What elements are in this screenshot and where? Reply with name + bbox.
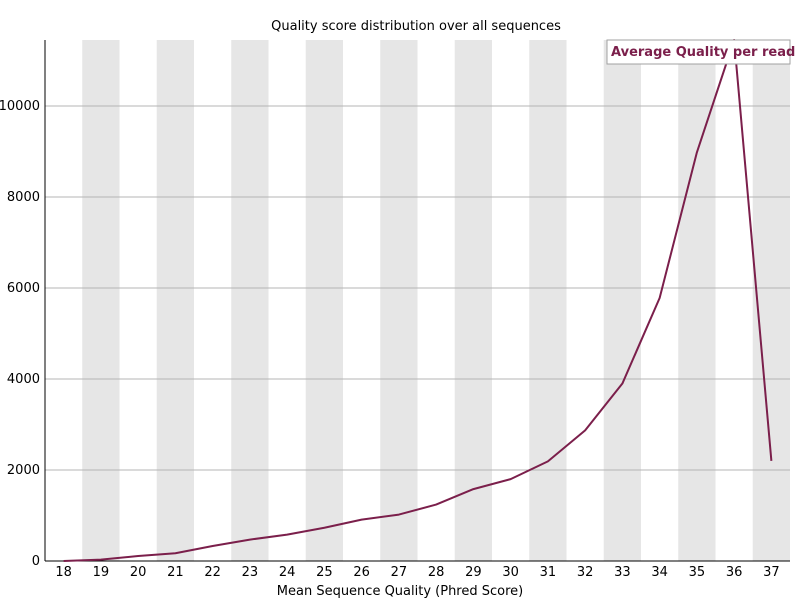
- x-tick-34: 34: [651, 565, 668, 580]
- x-tick-22: 22: [204, 565, 221, 580]
- x-tick-33: 33: [614, 565, 631, 580]
- x-tick-27: 27: [391, 565, 408, 580]
- band-21: [156, 40, 194, 561]
- legend-box: [606, 39, 791, 65]
- band-25: [305, 40, 343, 561]
- x-axis-label: Mean Sequence Quality (Phred Score): [277, 584, 523, 599]
- series-lines: [63, 39, 773, 562]
- x-tick-26: 26: [353, 565, 370, 580]
- x-tick-21: 21: [167, 565, 184, 580]
- x-tick-20: 20: [130, 565, 147, 580]
- x-tick-19: 19: [93, 565, 110, 580]
- legend-entry: Average Quality per read: [611, 45, 795, 60]
- band-31: [529, 40, 567, 561]
- y-tick-2000: 2000: [7, 463, 40, 478]
- axes: [44, 40, 790, 562]
- band-35: [678, 40, 716, 561]
- band-33: [603, 40, 641, 561]
- x-tick-36: 36: [726, 565, 743, 580]
- chart-title: Quality score distribution over all sequ…: [271, 19, 561, 34]
- x-tick-23: 23: [242, 565, 259, 580]
- x-tick-35: 35: [689, 565, 706, 580]
- y-tick-labels: 0 2000 4000 6000 8000 10000: [0, 99, 40, 569]
- y-tick-8000: 8000: [7, 190, 40, 205]
- x-tick-18: 18: [55, 565, 72, 580]
- band-19: [82, 40, 120, 561]
- series-line-0: [63, 39, 773, 562]
- x-tick-31: 31: [540, 565, 557, 580]
- x-tick-25: 25: [316, 565, 333, 580]
- legend: Average Quality per read: [606, 39, 795, 65]
- band-27: [380, 40, 418, 561]
- alternating-bands: [82, 40, 790, 561]
- x-tick-labels: 18 19 20 21 22 23 24 25 26 27 28 29 30 31 32 33 34 35 36 37: [55, 565, 779, 580]
- y-tick-0: 0: [32, 554, 40, 569]
- y-tick-10000: 10000: [0, 99, 40, 114]
- band-29: [454, 40, 492, 561]
- gridlines: [45, 105, 790, 471]
- x-tick-32: 32: [577, 565, 594, 580]
- band-37: [752, 40, 790, 561]
- x-tick-24: 24: [279, 565, 296, 580]
- x-tick-30: 30: [502, 565, 519, 580]
- y-tick-4000: 4000: [7, 372, 40, 387]
- band-23: [231, 40, 269, 561]
- y-tick-6000: 6000: [7, 281, 40, 296]
- x-tick-29: 29: [465, 565, 482, 580]
- x-tick-37: 37: [763, 565, 780, 580]
- x-tick-28: 28: [428, 565, 445, 580]
